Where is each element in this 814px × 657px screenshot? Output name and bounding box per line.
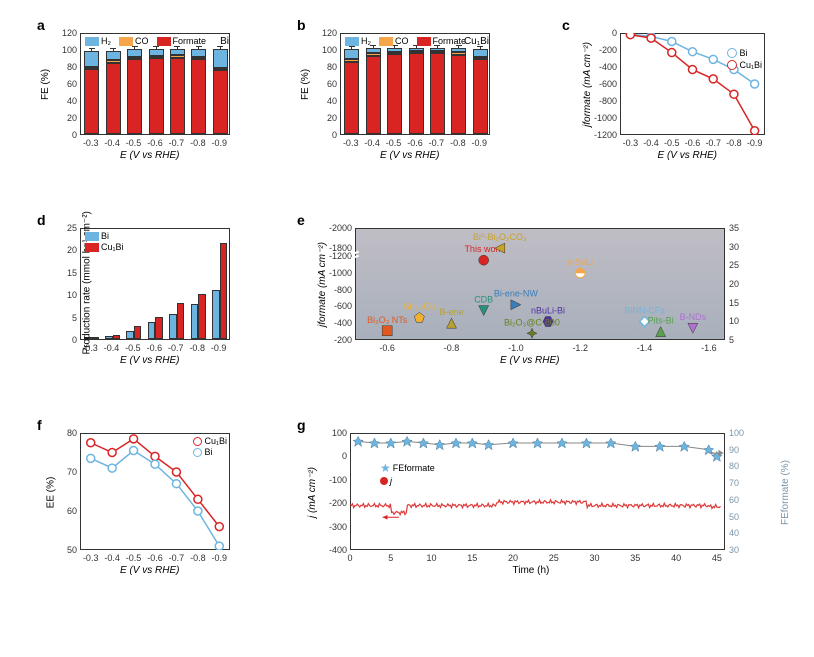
- svg-text:CDB: CDB: [474, 295, 493, 305]
- svg-text:BiNN-CFs: BiNN-CFs: [624, 306, 665, 316]
- svg-text:B-NDs: B-NDs: [680, 312, 707, 322]
- svg-text:Pits-Bi: Pits-Bi: [648, 316, 674, 326]
- svg-text:nBuLi-Bi: nBuLi-Bi: [531, 306, 565, 316]
- svg-text:Bi₂O₃@C-800: Bi₂O₃@C-800: [504, 317, 560, 327]
- svg-text:s-SnLi: s-SnLi: [567, 257, 593, 267]
- svg-text:B-ene: B-ene: [440, 307, 464, 317]
- svg-text:Bi⁰-Bi₂O₂CO₃: Bi⁰-Bi₂O₂CO₃: [473, 232, 527, 242]
- svg-text:Bi₂O₃ NTs: Bi₂O₃ NTs: [367, 315, 408, 325]
- svg-text:Sn₂.₇Cu: Sn₂.₇Cu: [404, 301, 436, 311]
- svg-text:Bi-ene-NW: Bi-ene-NW: [494, 289, 539, 299]
